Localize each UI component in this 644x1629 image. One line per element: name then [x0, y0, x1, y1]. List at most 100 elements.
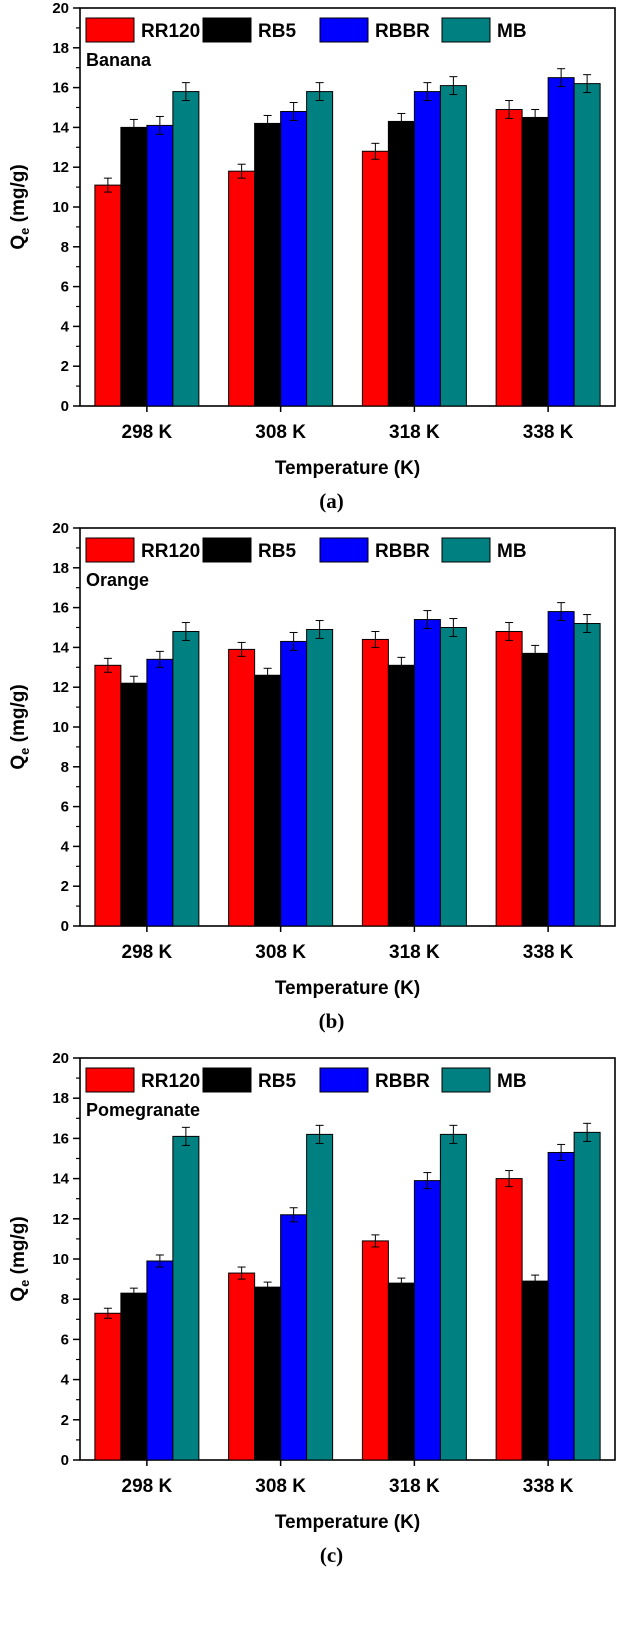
- bar: [361, 150, 389, 407]
- legend-label: RB5: [258, 1071, 296, 1092]
- bar: [254, 674, 282, 927]
- bar: [495, 630, 523, 927]
- x-tick-label: 318 K: [389, 1476, 440, 1497]
- y-axis-title-symbol: Q: [8, 1287, 29, 1302]
- y-axis-title: Qe (mg/g): [8, 1216, 32, 1301]
- bar: [361, 638, 389, 927]
- bar: [146, 658, 174, 927]
- chart-panel: 0 2 4 6 8 10 12 14 16 18 20 298 K 308 K 318 K 338 K RR1…: [8, 520, 616, 1033]
- y-tick-label: 18: [52, 40, 69, 57]
- y-tick-label: 6: [61, 279, 69, 296]
- y-tick-label: 4: [61, 838, 70, 855]
- legend-swatch: [441, 1067, 491, 1093]
- bar: [521, 116, 549, 407]
- y-tick-label: 16: [52, 600, 69, 617]
- y-tick-label: 4: [61, 1372, 70, 1389]
- bar: [547, 611, 575, 927]
- y-tick-label: 20: [52, 0, 69, 17]
- bar: [387, 1282, 415, 1461]
- y-tick-label: 12: [52, 679, 69, 696]
- y-tick-label: 18: [52, 1090, 69, 1107]
- y-tick-label: 10: [52, 719, 69, 736]
- x-tick-label: 308 K: [255, 422, 306, 443]
- y-axis-title: Qe (mg/g): [8, 684, 32, 769]
- bar: [120, 126, 148, 407]
- bar: [306, 628, 334, 927]
- y-axis-title-subscript: e: [17, 1280, 32, 1287]
- x-tick-label: 318 K: [389, 422, 440, 443]
- bar: [413, 91, 441, 407]
- y-tick-label: 20: [52, 1050, 69, 1067]
- x-tick-label: 338 K: [523, 942, 574, 963]
- legend-label: RBBR: [375, 21, 430, 42]
- y-tick-label: 14: [52, 639, 69, 656]
- y-tick-label: 12: [52, 159, 69, 176]
- x-tick-label: 298 K: [122, 942, 173, 963]
- legend-label: RB5: [258, 21, 296, 42]
- y-tick-label: 16: [52, 80, 69, 97]
- chart-panel: 0 2 4 6 8 10 12 14 16 18 20 298 K 308 K 318 K 338 K RR1…: [8, 1050, 616, 1567]
- y-axis-title-symbol: Q: [8, 755, 29, 770]
- bar: [413, 619, 441, 927]
- bar: [439, 627, 467, 927]
- legend-label: RBBR: [375, 541, 430, 562]
- bar: [495, 108, 523, 407]
- bar: [94, 664, 122, 927]
- bar: [439, 1133, 467, 1461]
- legend-swatch: [441, 17, 491, 43]
- y-tick-label: 16: [52, 1130, 69, 1147]
- bar: [495, 1178, 523, 1461]
- y-tick-label: 4: [61, 318, 70, 335]
- bar: [439, 85, 467, 407]
- legend-swatch: [319, 17, 369, 43]
- bar: [280, 640, 308, 927]
- y-tick-label: 10: [52, 1251, 69, 1268]
- legend-label: MB: [497, 1071, 527, 1092]
- legend-label: RBBR: [375, 1071, 430, 1092]
- y-tick-label: 10: [52, 199, 69, 216]
- legend-label: MB: [497, 541, 527, 562]
- bar: [94, 184, 122, 407]
- panel-annotation: Pomegranate: [86, 1100, 200, 1120]
- y-tick-label: 14: [52, 1171, 69, 1188]
- bar: [361, 1240, 389, 1461]
- x-tick-label: 318 K: [389, 942, 440, 963]
- bar: [146, 1260, 174, 1461]
- y-tick-label: 2: [61, 1412, 69, 1429]
- y-tick-label: 14: [52, 119, 69, 136]
- x-tick-label: 338 K: [523, 422, 574, 443]
- y-tick-label: 0: [61, 1452, 69, 1469]
- legend-swatch: [85, 17, 135, 43]
- y-tick-label: 12: [52, 1211, 69, 1228]
- legend-label: RB5: [258, 541, 296, 562]
- bar: [547, 77, 575, 407]
- y-tick-label: 2: [61, 878, 69, 895]
- legend-swatch: [319, 1067, 369, 1093]
- bar: [521, 652, 549, 927]
- legend-swatch: [202, 17, 252, 43]
- legend-label: RR120: [141, 1071, 200, 1092]
- y-tick-label: 18: [52, 560, 69, 577]
- bar: [573, 83, 601, 407]
- bar: [573, 623, 601, 927]
- legend-label: RR120: [141, 21, 200, 42]
- x-tick-label: 298 K: [122, 422, 173, 443]
- bar: [94, 1312, 122, 1461]
- bar: [120, 682, 148, 927]
- y-tick-label: 0: [61, 918, 69, 935]
- chart-panel: 0 2 4 6 8 10 12 14 16 18 20 298 K 308 K 318 K 338 K RR1…: [8, 0, 616, 513]
- legend-swatch: [85, 537, 135, 563]
- bar: [120, 1292, 148, 1461]
- y-tick-label: 8: [61, 239, 69, 256]
- bar: [228, 170, 256, 407]
- bar: [254, 122, 282, 407]
- bar: [573, 1131, 601, 1461]
- bar: [228, 648, 256, 927]
- legend-swatch: [319, 537, 369, 563]
- x-tick-label: 308 K: [255, 1476, 306, 1497]
- y-axis-title-subscript: e: [17, 228, 32, 235]
- bar: [280, 110, 308, 407]
- y-tick-label: 6: [61, 1331, 69, 1348]
- bar: [387, 664, 415, 927]
